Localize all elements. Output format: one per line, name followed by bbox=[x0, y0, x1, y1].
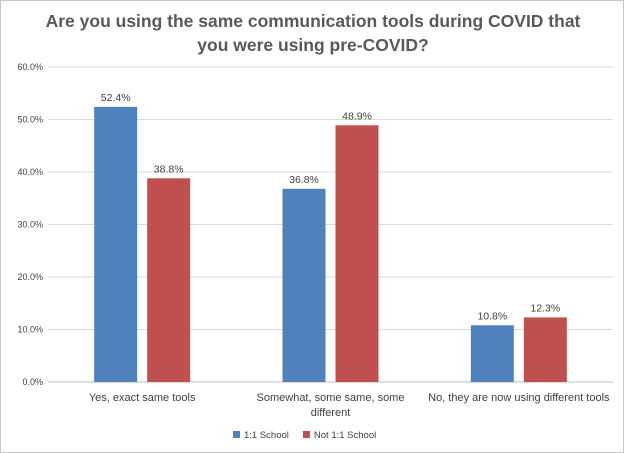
data-label: 12.3% bbox=[530, 302, 560, 314]
legend-label: Not 1:1 School bbox=[314, 430, 376, 441]
chart-title-line-2: you were using pre-COVID? bbox=[197, 35, 429, 55]
y-tick-label: 40.0% bbox=[17, 167, 43, 177]
data-label: 38.8% bbox=[154, 163, 184, 175]
x-category-label: different bbox=[311, 407, 351, 419]
y-tick-label: 50.0% bbox=[17, 115, 43, 125]
x-category-label: Somewhat, some same, some bbox=[257, 392, 405, 404]
bar bbox=[335, 125, 379, 383]
x-category-label: Yes, exact same tools bbox=[89, 392, 196, 404]
y-tick-label: 0.0% bbox=[22, 377, 43, 387]
bar bbox=[470, 325, 514, 382]
x-category-label: No, they are now using different tools bbox=[428, 392, 610, 404]
bar bbox=[147, 178, 191, 382]
y-tick-label: 30.0% bbox=[17, 220, 43, 230]
data-label: 10.8% bbox=[477, 310, 507, 322]
legend-swatch bbox=[302, 431, 310, 438]
bar bbox=[282, 188, 326, 382]
data-label: 48.9% bbox=[342, 110, 372, 122]
bar bbox=[94, 106, 138, 383]
chart-title: Are you using the same communication too… bbox=[21, 9, 605, 57]
legend-label: 1:1 School bbox=[244, 430, 289, 441]
y-tick-label: 10.0% bbox=[17, 325, 43, 335]
data-label: 52.4% bbox=[101, 92, 131, 104]
chart-title-line-1: Are you using the same communication too… bbox=[45, 11, 581, 31]
y-tick-label: 20.0% bbox=[17, 272, 43, 282]
bar bbox=[523, 317, 567, 382]
y-tick-label: 60.0% bbox=[17, 62, 43, 72]
legend-swatch bbox=[233, 431, 240, 438]
data-label: 36.8% bbox=[289, 174, 319, 186]
